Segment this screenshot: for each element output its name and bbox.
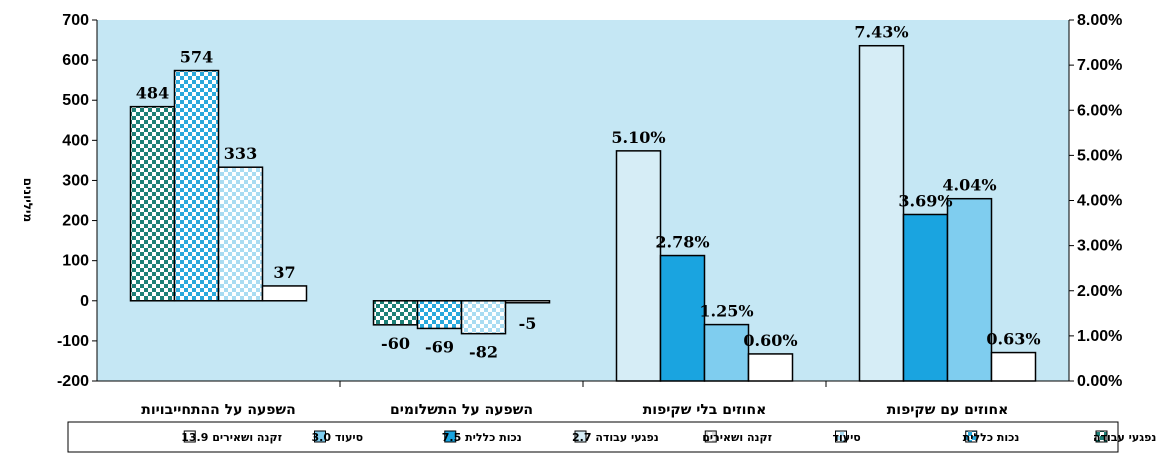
left-tick-label: 500	[62, 92, 89, 109]
right-tick-label: 1.00%	[1077, 328, 1122, 345]
left-tick-label: 100	[62, 253, 89, 270]
bar	[129, 105, 176, 302]
legend-label: זקנה ושאירים 13.9	[181, 431, 282, 444]
data-label: 4.04%	[942, 176, 996, 195]
legend-label: נכות כללית	[963, 431, 1020, 444]
bars	[129, 44, 1037, 382]
legend-swatch	[704, 430, 717, 443]
data-label: 484	[136, 84, 169, 103]
right-tick-label: 6.00%	[1077, 102, 1122, 119]
left-tick-label: 200	[62, 213, 89, 230]
left-tick-label: 400	[62, 132, 89, 149]
legend-swatch	[574, 430, 587, 443]
bar	[217, 166, 264, 302]
category-labels: השפעה על ההתחייבויות השפעה על התשלומים אחו…	[141, 381, 1008, 418]
data-label: 0.63%	[986, 330, 1040, 349]
legend-swatch	[444, 430, 457, 443]
data-label: -5	[519, 314, 537, 333]
bar	[615, 150, 662, 382]
right-tick-label: 5.00%	[1077, 147, 1122, 164]
left-tick-label: 300	[62, 172, 89, 189]
left-tick-label: 700	[62, 12, 89, 29]
bar	[990, 351, 1037, 382]
data-label: 2.78%	[655, 233, 709, 252]
bar	[173, 69, 220, 302]
data-labels: 484 574 333 37 -60 -69 -82 -5 5.10% 2.78% 1.25% 0.6…	[136, 23, 1041, 362]
right-tick-label: 7.00%	[1077, 57, 1122, 74]
category-label: השפעה על התשלומים	[390, 402, 533, 418]
data-label: -60	[381, 334, 410, 353]
legend-swatch	[835, 430, 847, 443]
legend-label: סיעוד 3.0	[312, 431, 364, 444]
data-label: 1.25%	[699, 302, 753, 321]
right-tick-label: 4.00%	[1077, 193, 1122, 210]
bar	[747, 353, 794, 382]
data-label: 5.10%	[611, 128, 665, 147]
right-tick-label: 2.00%	[1077, 283, 1122, 300]
legend-swatch	[1095, 430, 1108, 443]
legend-label: סיעוד	[833, 431, 861, 444]
legend-label: זקנה ושאירים	[702, 431, 772, 444]
bar	[261, 285, 308, 302]
legend-label: נפגעי עבודה 2.7	[572, 431, 659, 444]
right-tick-label: 0.00%	[1077, 373, 1122, 390]
legend-label: נפגעי עבודה	[1093, 431, 1156, 444]
bar	[946, 197, 993, 382]
legend-swatch	[314, 430, 326, 443]
right-axis: 8.00% 7.00% 6.00% 5.00% 4.00% 3.00% 2.00% 1.00%…	[1068, 12, 1122, 390]
left-tick-label: 0	[80, 293, 89, 310]
category-label: השפעה על ההתחייבויות	[141, 402, 295, 418]
legend: זקנה ושאירים 13.9 סיעוד 3.0 נכות כללית 7.5…	[181, 430, 1156, 444]
legend-swatch	[183, 430, 196, 443]
data-label: -82	[469, 343, 498, 362]
category-label: אחוזים עם שקיפות	[887, 402, 1009, 418]
legend-frame	[67, 421, 1119, 453]
legend-label: נכות כללית 7.5	[442, 431, 522, 444]
right-tick-label: 8.00%	[1077, 12, 1122, 29]
bar	[659, 254, 706, 382]
bar	[504, 300, 551, 304]
data-label: 574	[180, 48, 213, 67]
data-label: 3.69%	[898, 191, 952, 210]
bar	[416, 300, 463, 330]
data-label: -69	[425, 337, 454, 356]
data-label: 7.43%	[854, 23, 908, 42]
bar	[460, 300, 507, 335]
left-tick-label: 600	[62, 52, 89, 69]
y-axis-label: מיליונים	[21, 178, 35, 222]
bar	[858, 44, 905, 382]
data-label: 333	[224, 144, 257, 163]
left-tick-label: -200	[57, 373, 89, 390]
right-tick-label: 3.00%	[1077, 238, 1122, 255]
bar	[902, 213, 949, 382]
bar	[372, 300, 419, 326]
category-label: אחוזים בלי שקיפות	[643, 402, 767, 418]
data-label: 0.60%	[743, 331, 797, 350]
bar	[703, 323, 750, 382]
legend-swatch	[965, 430, 978, 443]
left-tick-label: -100	[57, 333, 89, 350]
data-label: 37	[273, 263, 295, 282]
